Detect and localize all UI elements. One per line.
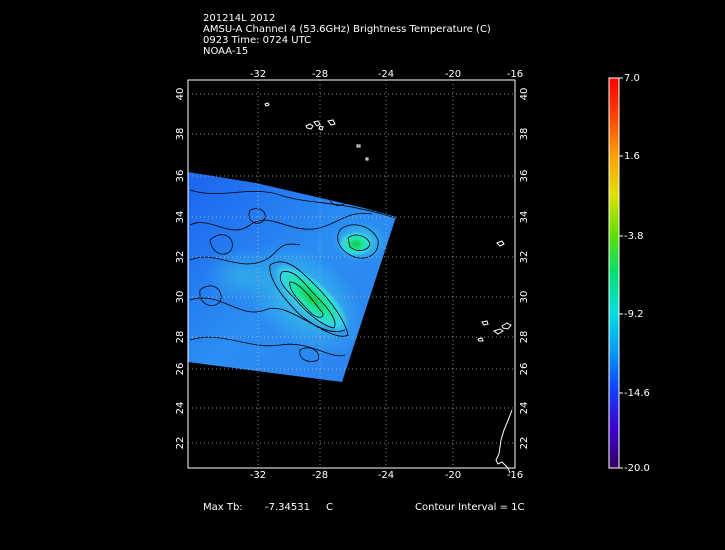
title-line-3: 0923 Time: 0724 UTC bbox=[203, 35, 312, 46]
coastline bbox=[264, 102, 513, 474]
lat-tick-right: 22 bbox=[519, 437, 530, 450]
lat-tick-left: 40 bbox=[175, 88, 186, 101]
lon-tick-bottom: -20 bbox=[445, 470, 461, 481]
lat-tick-left: 34 bbox=[175, 211, 186, 224]
max-tb-unit: C bbox=[326, 502, 333, 513]
colorbar-label: 1.6 bbox=[624, 151, 640, 162]
lat-tick-right: 40 bbox=[519, 88, 530, 101]
lon-tick-top: -20 bbox=[445, 69, 461, 80]
lat-tick-left: 36 bbox=[175, 170, 186, 183]
lon-tick-bottom: -16 bbox=[507, 470, 523, 481]
lat-tick-right: 24 bbox=[519, 402, 530, 415]
max-tb-label: Max Tb: bbox=[203, 502, 243, 513]
contour-lines bbox=[189, 189, 396, 362]
lat-tick-right: 34 bbox=[519, 211, 530, 224]
lon-ticks-top: -32 -28 -24 -20 -16 bbox=[250, 69, 523, 80]
title-line-4: NOAA-15 bbox=[203, 46, 249, 57]
lat-tick-left: 22 bbox=[175, 437, 186, 450]
colorbar-label: 7.0 bbox=[624, 73, 640, 84]
brightness-swath bbox=[188, 172, 396, 382]
lat-ticks-left: 40 38 36 34 32 30 28 26 24 22 bbox=[175, 88, 186, 450]
colorbar-label: -14.6 bbox=[624, 388, 650, 399]
lat-tick-right: 28 bbox=[519, 331, 530, 344]
lat-tick-right: 26 bbox=[519, 363, 530, 376]
max-tb-value: -7.34531 bbox=[265, 502, 310, 513]
title-line-2: AMSU-A Channel 4 (53.6GHz) Brightness Te… bbox=[203, 24, 491, 35]
lon-tick-bottom: -32 bbox=[250, 470, 266, 481]
colorbar-label: -9.2 bbox=[624, 309, 644, 320]
lon-ticks-bottom: -32 -28 -24 -20 -16 bbox=[250, 470, 523, 481]
lat-tick-right: 36 bbox=[519, 170, 530, 183]
lat-tick-left: 38 bbox=[175, 128, 186, 141]
lat-tick-left: 32 bbox=[175, 251, 186, 264]
lat-tick-left: 26 bbox=[175, 363, 186, 376]
map-frame bbox=[187, 79, 516, 469]
colorbar-label: -20.0 bbox=[624, 463, 650, 474]
colorbar: 7.0 1.6 -3.8 -9.2 -14.6 -20.0 bbox=[608, 73, 650, 474]
lat-lon-grid bbox=[188, 80, 515, 468]
lon-tick-bottom: -28 bbox=[312, 470, 328, 481]
lon-tick-bottom: -24 bbox=[378, 470, 394, 481]
title-line-1: 201214L 2012 bbox=[203, 13, 276, 24]
lon-tick-top: -28 bbox=[312, 69, 328, 80]
lat-tick-right: 38 bbox=[519, 128, 530, 141]
lon-tick-top: -32 bbox=[250, 69, 266, 80]
lat-tick-right: 32 bbox=[519, 251, 530, 264]
lat-tick-right: 30 bbox=[519, 291, 530, 304]
lat-ticks-right: 40 38 36 34 32 30 28 26 24 22 bbox=[519, 88, 530, 450]
lon-tick-top: -24 bbox=[378, 69, 394, 80]
lon-tick-top: -16 bbox=[507, 69, 523, 80]
lat-tick-left: 24 bbox=[175, 402, 186, 415]
lat-tick-left: 28 bbox=[175, 331, 186, 344]
lat-tick-left: 30 bbox=[175, 291, 186, 304]
contour-interval: Contour Interval = 1C bbox=[415, 502, 525, 513]
colorbar-label: -3.8 bbox=[624, 231, 644, 242]
